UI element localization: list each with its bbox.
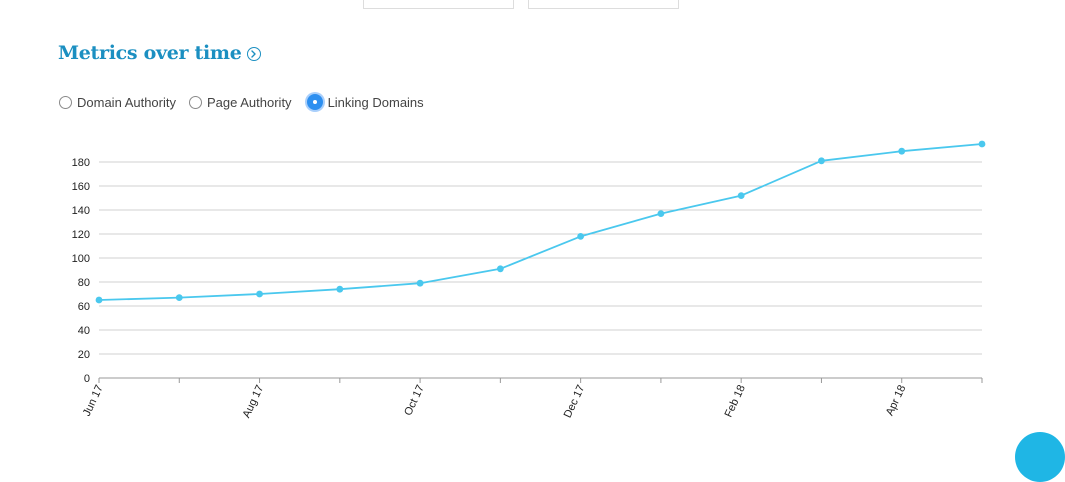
metric-option-linking-domains[interactable]: Linking Domains — [305, 94, 424, 110]
radio-linking-domains[interactable] — [306, 94, 323, 110]
x-tick-label: Apr 18 — [884, 383, 909, 417]
y-tick-label: 20 — [78, 349, 90, 361]
metric-option-page-authority[interactable]: Page Authority — [189, 95, 292, 110]
data-point[interactable] — [657, 210, 665, 218]
radio-domain-authority[interactable] — [59, 95, 72, 109]
x-tick-label: Oct 17 — [402, 383, 427, 417]
y-tick-label: 0 — [84, 373, 90, 385]
section-header: Metrics over time — [58, 40, 261, 66]
x-tick-label: Jun 17 — [81, 383, 106, 418]
y-tick-label: 180 — [72, 157, 90, 169]
y-tick-label: 40 — [78, 325, 90, 337]
x-tick-label: Aug 17 — [241, 383, 267, 420]
x-tick-label: Feb 18 — [723, 383, 748, 419]
data-point[interactable] — [978, 140, 986, 148]
x-tick-label: Dec 17 — [562, 383, 588, 420]
data-point[interactable] — [95, 296, 103, 304]
y-tick-label: 60 — [78, 301, 90, 313]
metric-option-label: Domain Authority — [77, 94, 176, 110]
chart-grid — [99, 161, 982, 379]
data-point[interactable] — [737, 192, 745, 200]
top-tab-right[interactable] — [528, 0, 679, 9]
data-point[interactable] — [416, 279, 424, 287]
y-tick-label: 100 — [72, 253, 90, 265]
metric-option-domain-authority[interactable]: Domain Authority — [59, 95, 176, 110]
y-tick-label: 80 — [78, 277, 90, 289]
chevron-right-circle-icon[interactable] — [246, 47, 261, 61]
linking-domains-chart: 0 20 40 60 80 100 120 140 160 180 Jun 17 Aug 17 Oct … — [72, 140, 986, 420]
metric-option-label: Linking Domains — [327, 94, 424, 110]
metric-selector: Domain Authority Page Authority Linking … — [59, 94, 437, 110]
data-point[interactable] — [175, 294, 183, 301]
chart-axes: 0 20 40 60 80 100 120 140 160 180 Jun 17 Aug 17 Oct … — [72, 157, 983, 420]
radio-page-authority[interactable] — [189, 95, 202, 109]
y-tick-label: 140 — [72, 205, 90, 217]
data-point[interactable] — [336, 285, 344, 293]
top-tab-left[interactable] — [363, 0, 514, 9]
data-point[interactable] — [256, 290, 263, 298]
section-title: Metrics over time — [58, 42, 242, 64]
y-tick-label: 160 — [72, 181, 90, 193]
data-point[interactable] — [577, 233, 585, 240]
data-point[interactable] — [898, 147, 906, 155]
metric-option-label: Page Authority — [207, 94, 292, 110]
data-point[interactable] — [496, 265, 504, 273]
y-tick-label: 120 — [72, 229, 90, 241]
chart-series — [95, 140, 986, 304]
series-line — [98, 143, 983, 301]
data-point[interactable] — [818, 157, 825, 165]
